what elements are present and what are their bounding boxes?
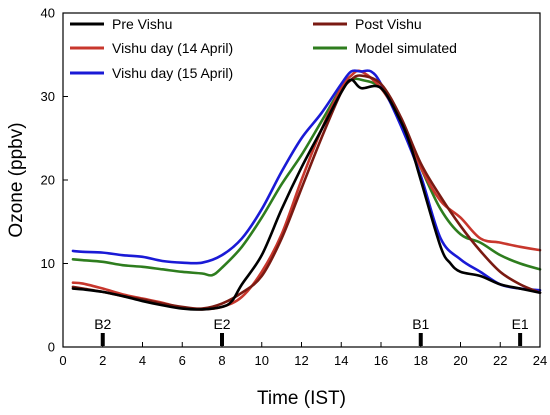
x-tick-label: 4 xyxy=(139,353,146,368)
event-marker-tick xyxy=(220,333,224,346)
x-tick-label: 12 xyxy=(294,353,308,368)
x-tick-label: 8 xyxy=(218,353,225,368)
x-axis-title: Time (IST) xyxy=(257,388,346,409)
x-tick-label: 14 xyxy=(334,353,348,368)
y-tick-label: 30 xyxy=(41,89,55,104)
x-tick-label: 24 xyxy=(533,353,547,368)
y-tick-label: 40 xyxy=(41,6,55,21)
event-marker-label: E2 xyxy=(213,316,230,332)
x-tick-label: 10 xyxy=(255,353,269,368)
event-marker-label: E1 xyxy=(512,316,529,332)
y-axis-title: Ozone (ppbv) xyxy=(6,122,27,237)
y-tick-label: 10 xyxy=(41,256,55,271)
event-markers: B2 E2 B1 E1 xyxy=(94,316,529,346)
legend-label: Vishu day (14 April) xyxy=(112,40,233,56)
legend: Pre Vishu Vishu day (14 April) Vishu day (… xyxy=(70,16,457,81)
x-tick-label: 2 xyxy=(99,353,106,368)
series-line-2 xyxy=(71,69,542,292)
legend-label: Model simulated xyxy=(355,40,457,56)
series-line-0 xyxy=(71,78,542,311)
y-tick-label: 0 xyxy=(48,340,55,355)
legend-label: Pre Vishu xyxy=(112,16,172,32)
x-tick-label: 18 xyxy=(414,353,428,368)
series-line-4 xyxy=(71,77,542,277)
series-line-3 xyxy=(71,74,542,311)
event-marker-tick xyxy=(418,333,423,346)
event-marker-label: B1 xyxy=(412,316,429,332)
legend-label: Vishu day (15 April) xyxy=(112,65,233,81)
x-tick-label: 0 xyxy=(59,353,66,368)
event-marker-tick xyxy=(518,333,523,346)
x-tick-label: 20 xyxy=(453,353,467,368)
legend-label: Post Vishu xyxy=(355,16,422,32)
series-layer xyxy=(71,69,542,311)
x-tick-label: 6 xyxy=(179,353,186,368)
y-tick-label: 20 xyxy=(41,173,55,188)
x-tick-label: 16 xyxy=(374,353,388,368)
event-marker-tick xyxy=(100,333,105,346)
x-tick-label: 22 xyxy=(493,353,507,368)
event-marker-label: B2 xyxy=(94,316,111,332)
